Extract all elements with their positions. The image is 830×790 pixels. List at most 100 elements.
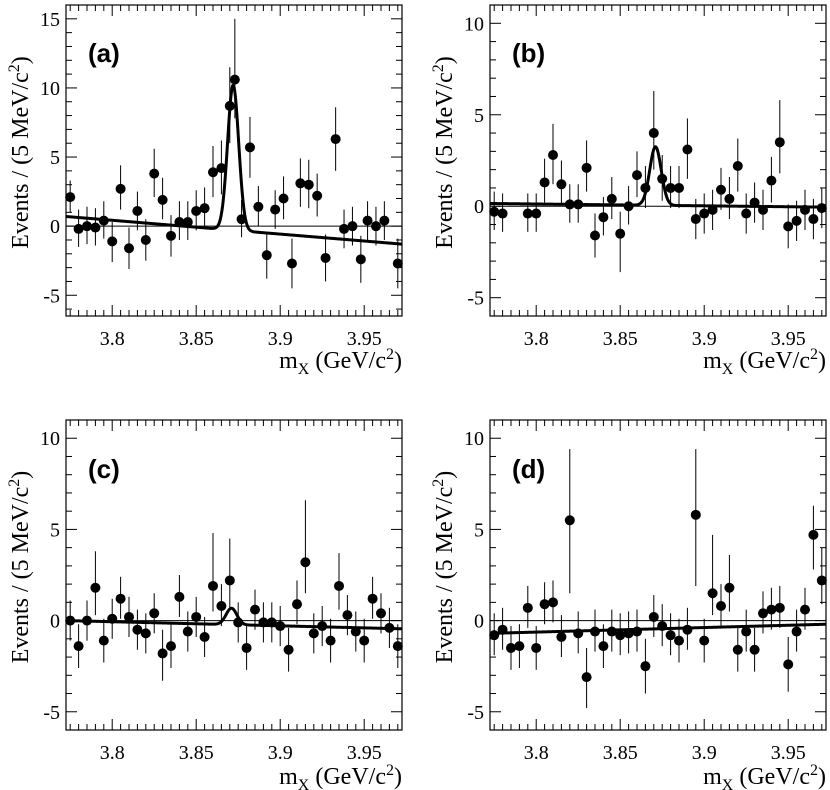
data-point <box>539 599 550 610</box>
data-point <box>216 601 227 611</box>
data-point <box>632 170 642 181</box>
data-point <box>766 175 777 186</box>
data-point <box>640 661 651 672</box>
data-point <box>253 201 264 212</box>
data-point <box>615 630 626 641</box>
x-axis-label-sup: 2 <box>386 762 394 779</box>
x-axis-label-sub: X <box>722 777 734 790</box>
data-point <box>355 254 366 265</box>
x-axis-label: mX (GeV/c2) <box>703 762 826 790</box>
data-point <box>606 626 617 637</box>
plot-frame <box>489 4 827 317</box>
y-tick-label: 0 <box>474 611 484 633</box>
y-tick-label: 5 <box>50 147 60 169</box>
y-axis-label-main: Events / (5 MeV/c <box>432 487 458 664</box>
data-point <box>716 601 726 611</box>
data-point <box>166 230 176 241</box>
data-point <box>808 214 819 225</box>
data-point <box>334 580 344 591</box>
panel-c: 3.8 3.85 3.9 3.95 -5 0 5 10 (c) Events / (5 MeV/c… <box>6 419 403 790</box>
x-axis-label-sup: 2 <box>810 346 818 363</box>
data-point <box>808 529 819 540</box>
x-axis-label-main: m <box>703 764 722 790</box>
data-point <box>674 182 684 193</box>
data-point <box>182 626 193 637</box>
x-axis-label-close: ) <box>818 764 826 790</box>
y-axis-label-sup: 2 <box>430 64 447 72</box>
data-point <box>233 617 244 628</box>
data-point <box>522 602 533 613</box>
x-axis-label-sub: X <box>298 361 310 378</box>
x-axis-label-close: ) <box>818 348 826 374</box>
data-point <box>606 193 617 204</box>
data-point <box>270 204 281 215</box>
data-point <box>514 641 525 652</box>
x-axis-label-close: ) <box>394 764 402 790</box>
x-axis-label-rest: (GeV/c <box>733 764 810 790</box>
data-point <box>732 644 743 655</box>
data-point <box>522 208 533 219</box>
y-axis-label-main: Events / (5 MeV/c <box>8 72 34 249</box>
y-axis-label-sup: 2 <box>430 479 447 487</box>
data-point <box>590 626 600 637</box>
x-tick-label: 3.9 <box>692 328 717 350</box>
data-point <box>216 163 227 174</box>
data-point <box>489 630 500 641</box>
data-point <box>816 575 827 586</box>
data-point <box>657 621 668 632</box>
panel-a: 3.8 3.85 3.9 3.95 -5 0 5 10 15 (a) Events / (5 MeV… <box>6 4 403 378</box>
data-point <box>199 203 210 214</box>
data-point <box>208 580 218 591</box>
x-axis-label-rest: (GeV/c <box>309 348 386 374</box>
data-point <box>758 608 768 619</box>
y-tick-label: 0 <box>50 216 60 238</box>
data-point <box>98 635 109 646</box>
data-point <box>174 217 185 228</box>
data-point <box>166 641 176 652</box>
data-point <box>741 208 752 219</box>
data-point <box>229 74 240 85</box>
data-point <box>816 203 827 214</box>
y-tick-label: 0 <box>50 611 60 633</box>
data-point <box>682 144 693 155</box>
data-point <box>278 193 289 204</box>
data-point <box>556 179 567 190</box>
x-tick-label: 3.95 <box>347 328 382 350</box>
plot-frame <box>65 419 403 731</box>
data-point <box>266 617 277 628</box>
data-point <box>261 250 272 261</box>
data-point <box>539 177 550 188</box>
data-point <box>732 160 743 171</box>
data-point <box>283 644 294 655</box>
data-point <box>783 659 794 670</box>
data-point <box>699 208 710 219</box>
data-point <box>379 215 390 226</box>
data-point <box>300 557 311 568</box>
x-tick-label: 3.95 <box>347 742 382 764</box>
x-tick-label: 3.85 <box>179 328 214 350</box>
y-tick-label: 15 <box>40 9 60 31</box>
data-point <box>497 624 508 635</box>
panel-b: 3.8 3.85 3.9 3.95 -5 0 5 10 (b) Events / (5 MeV/c… <box>430 4 827 378</box>
y-tick-label: -5 <box>467 702 484 724</box>
data-point <box>791 626 802 637</box>
data-point <box>199 632 210 642</box>
y-tick-label: -5 <box>43 285 60 307</box>
data-point <box>362 215 373 226</box>
data-point <box>191 205 202 216</box>
data-point <box>224 100 235 111</box>
x-tick-label: 3.85 <box>179 742 214 764</box>
y-tick-label: -5 <box>43 702 60 724</box>
y-axis-label-main: Events / (5 MeV/c <box>8 487 34 664</box>
panel-d: 3.8 3.85 3.9 3.95 -5 0 5 10 (d) Events / (5 MeV/c… <box>430 419 827 790</box>
data-point <box>342 610 353 621</box>
data-point <box>707 588 718 599</box>
x-axis-label-main: m <box>279 764 298 790</box>
panel-label: (d) <box>512 454 545 484</box>
x-axis-label: mX (GeV/c2) <box>279 346 402 378</box>
data-point <box>392 641 403 652</box>
data-point <box>690 509 701 520</box>
data-point <box>65 192 76 203</box>
data-point <box>590 230 600 241</box>
y-tick-label: 5 <box>50 519 60 541</box>
